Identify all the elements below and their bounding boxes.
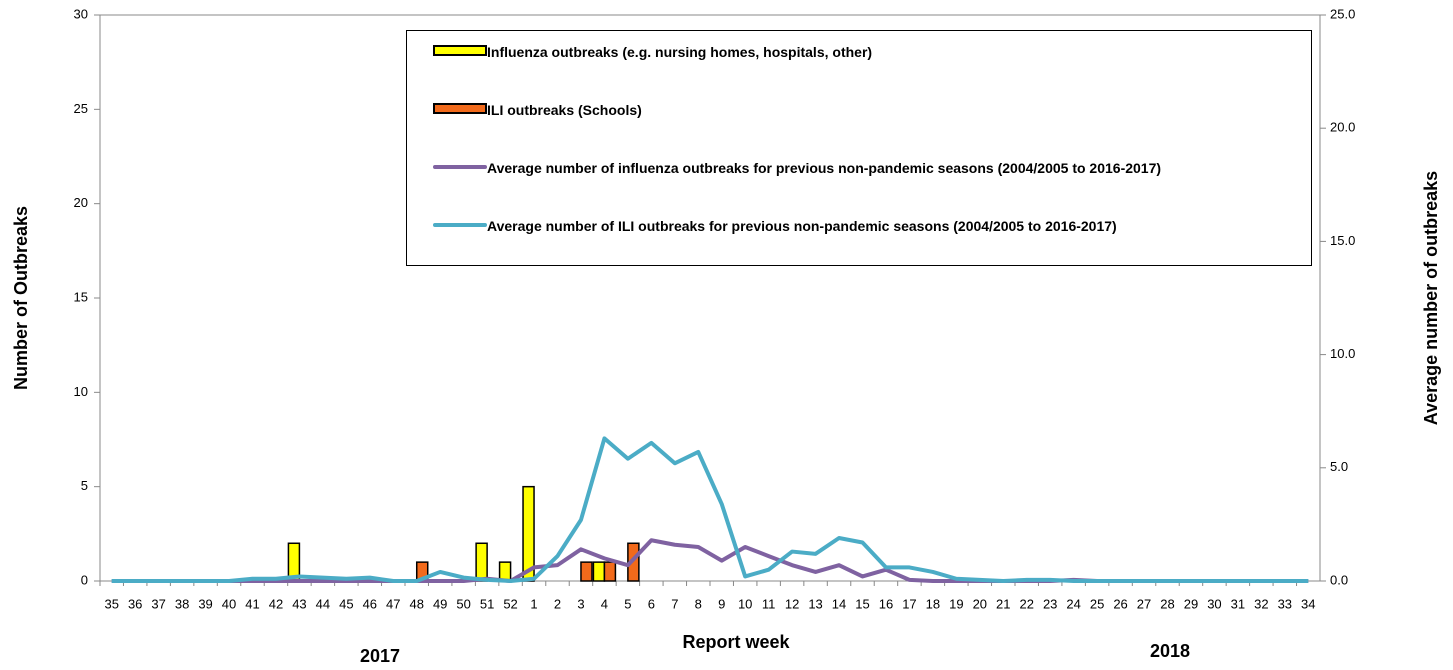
x-tick-label: 48 xyxy=(409,596,423,611)
y-axis-title: Number of Outbreaks xyxy=(11,206,31,390)
x-tick-label: 18 xyxy=(926,596,940,611)
x-tick-label: 51 xyxy=(480,596,494,611)
y2-tick-label: 15.0 xyxy=(1330,233,1355,248)
x-tick-label: 8 xyxy=(695,596,702,611)
x-tick-label: 50 xyxy=(456,596,470,611)
x-tick-label: 7 xyxy=(671,596,678,611)
line xyxy=(111,436,1309,583)
y-tick-label: 0 xyxy=(81,572,88,587)
legend-key xyxy=(427,43,487,61)
x-tick-label: 14 xyxy=(832,596,846,611)
x-tick-label: 6 xyxy=(648,596,655,611)
x-tick-label: 19 xyxy=(949,596,963,611)
x-tick-label: 52 xyxy=(503,596,517,611)
x-tick-label: 46 xyxy=(363,596,377,611)
x-tick-label: 23 xyxy=(1043,596,1057,611)
x-tick-label: 45 xyxy=(339,596,353,611)
x-tick-label: 49 xyxy=(433,596,447,611)
x-tick-label: 41 xyxy=(245,596,259,611)
y-tick-label: 10 xyxy=(74,384,88,399)
x-tick-label: 25 xyxy=(1090,596,1104,611)
x-tick-label: 42 xyxy=(269,596,283,611)
x-tick-label: 2 xyxy=(554,596,561,611)
x-tick-label: 27 xyxy=(1137,596,1151,611)
year-label: 2018 xyxy=(1150,641,1190,661)
x-tick-label: 21 xyxy=(996,596,1010,611)
x-tick-label: 17 xyxy=(902,596,916,611)
y2-tick-label: 25.0 xyxy=(1330,6,1355,21)
legend-label: Average number of influenza outbreaks fo… xyxy=(487,160,1162,176)
y2-tick-label: 5.0 xyxy=(1330,459,1348,474)
y2-tick-label: 10.0 xyxy=(1330,346,1355,361)
x-tick-label: 13 xyxy=(808,596,822,611)
legend-key xyxy=(427,217,487,235)
x-tick-label: 31 xyxy=(1231,596,1245,611)
legend-item: Average number of influenza outbreaks fo… xyxy=(427,159,1297,177)
y2-tick-label: 20.0 xyxy=(1330,120,1355,135)
x-tick-label: 26 xyxy=(1113,596,1127,611)
x-tick-label: 28 xyxy=(1160,596,1174,611)
x-tick-label: 5 xyxy=(624,596,631,611)
legend-swatch xyxy=(433,223,487,227)
x-tick-label: 12 xyxy=(785,596,799,611)
legend-label: Influenza outbreaks (e.g. nursing homes,… xyxy=(487,44,873,60)
x-tick-label: 10 xyxy=(738,596,752,611)
bar xyxy=(580,561,593,582)
legend-item: Influenza outbreaks (e.g. nursing homes,… xyxy=(427,43,1297,61)
y2-axis-title: Average number of outbreaks xyxy=(1421,171,1441,425)
x-tick-label: 30 xyxy=(1207,596,1221,611)
y-tick-label: 20 xyxy=(74,195,88,210)
x-tick-label: 9 xyxy=(718,596,725,611)
y-tick-label: 5 xyxy=(81,478,88,493)
year-label: 2017 xyxy=(360,646,400,666)
x-tick-label: 24 xyxy=(1066,596,1080,611)
legend-swatch xyxy=(433,165,487,169)
x-tick-label: 4 xyxy=(601,596,608,611)
legend-key xyxy=(427,101,487,119)
x-tick-label: 11 xyxy=(762,596,776,611)
x-tick-label: 16 xyxy=(879,596,893,611)
legend-swatch xyxy=(433,103,487,114)
x-axis-title: Report week xyxy=(682,632,790,652)
x-tick-label: 3 xyxy=(577,596,584,611)
y-tick-label: 25 xyxy=(74,101,88,116)
x-tick-label: 32 xyxy=(1254,596,1268,611)
legend-swatch xyxy=(433,45,487,56)
x-tick-label: 39 xyxy=(198,596,212,611)
legend-key xyxy=(427,159,487,177)
y-tick-label: 30 xyxy=(74,6,88,21)
bar xyxy=(475,542,488,582)
x-tick-label: 38 xyxy=(175,596,189,611)
x-tick-label: 15 xyxy=(855,596,869,611)
x-tick-label: 36 xyxy=(128,596,142,611)
x-tick-label: 33 xyxy=(1278,596,1292,611)
legend-item: ILI outbreaks (Schools) xyxy=(427,101,1297,119)
x-tick-label: 29 xyxy=(1184,596,1198,611)
bar xyxy=(603,561,617,582)
bar xyxy=(592,561,606,582)
x-tick-label: 43 xyxy=(292,596,306,611)
legend-label: Average number of ILI outbreaks for prev… xyxy=(487,218,1117,234)
x-tick-label: 37 xyxy=(151,596,165,611)
legend-label: ILI outbreaks (Schools) xyxy=(487,102,642,118)
x-tick-label: 35 xyxy=(104,596,118,611)
x-tick-label: 44 xyxy=(316,596,330,611)
x-tick-label: 20 xyxy=(973,596,987,611)
x-tick-label: 34 xyxy=(1301,596,1315,611)
x-tick-label: 22 xyxy=(1019,596,1033,611)
y2-tick-label: 0.0 xyxy=(1330,572,1348,587)
y-tick-label: 15 xyxy=(74,289,88,304)
x-tick-label: 1 xyxy=(530,596,537,611)
legend-item: Average number of ILI outbreaks for prev… xyxy=(427,217,1297,235)
x-tick-label: 40 xyxy=(222,596,236,611)
x-tick-label: 47 xyxy=(386,596,400,611)
legend: Influenza outbreaks (e.g. nursing homes,… xyxy=(406,30,1312,266)
